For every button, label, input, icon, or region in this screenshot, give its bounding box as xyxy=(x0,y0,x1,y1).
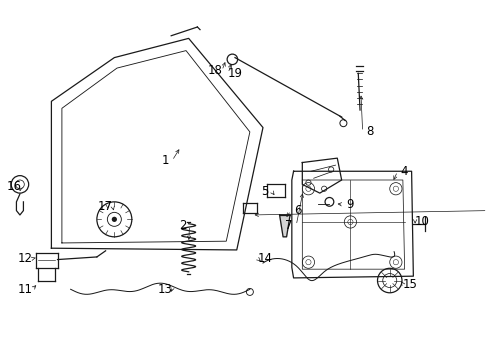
Text: 5: 5 xyxy=(261,185,269,198)
Text: 1: 1 xyxy=(161,154,169,167)
Text: 11: 11 xyxy=(18,283,33,296)
Text: 4: 4 xyxy=(401,165,408,178)
Text: 14: 14 xyxy=(257,252,272,265)
Text: 18: 18 xyxy=(207,64,222,77)
Text: 6: 6 xyxy=(294,204,302,217)
Text: 10: 10 xyxy=(415,216,430,229)
Text: 15: 15 xyxy=(402,278,417,291)
Text: 8: 8 xyxy=(366,125,373,138)
Text: 13: 13 xyxy=(158,283,172,296)
Text: 17: 17 xyxy=(98,200,113,213)
Polygon shape xyxy=(280,215,290,237)
Text: 19: 19 xyxy=(227,67,243,80)
Text: 12: 12 xyxy=(18,252,33,265)
Text: 7: 7 xyxy=(286,219,293,232)
Text: 2: 2 xyxy=(179,219,186,232)
Text: 9: 9 xyxy=(346,198,354,211)
Text: 16: 16 xyxy=(6,180,21,193)
Circle shape xyxy=(112,217,117,222)
